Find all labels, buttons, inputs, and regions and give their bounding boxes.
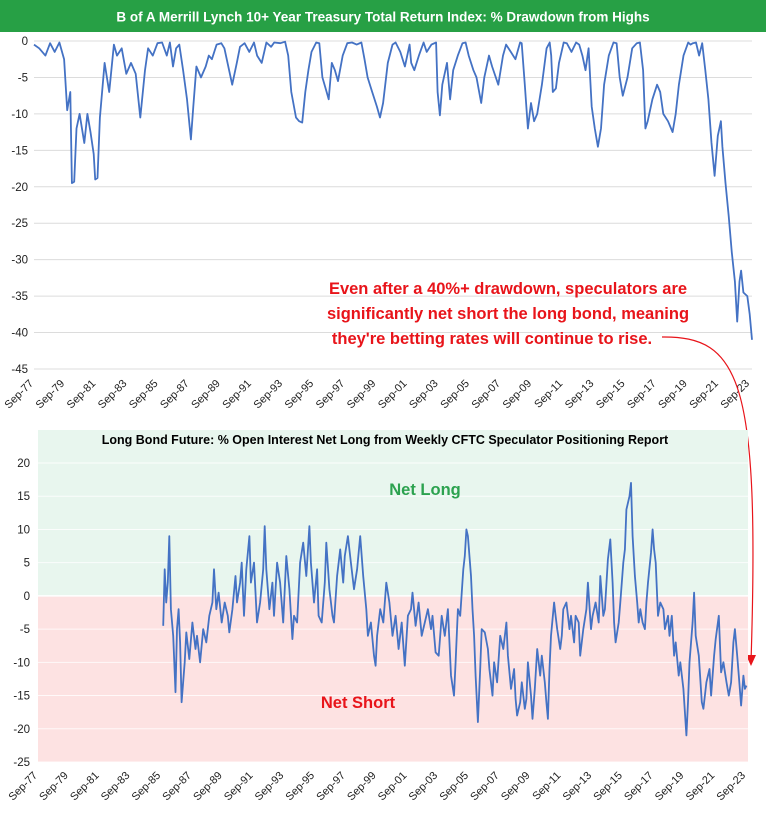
positioning-x-tick-label: Sep-97 (314, 770, 348, 804)
drawdown-x-tick-label: Sep-21 (687, 378, 721, 412)
positioning-x-tick-label: Sep-15 (591, 770, 625, 804)
positioning-x-tick-label: Sep-03 (407, 770, 441, 804)
drawdown-y-tick-label: -45 (11, 364, 28, 376)
positioning-x-tick-label: Sep-81 (68, 770, 102, 804)
positioning-y-tick-label: -20 (13, 724, 30, 736)
drawdown-x-tick-labels: Sep-77Sep-79Sep-81Sep-83Sep-85Sep-87Sep-… (3, 378, 753, 412)
positioning-x-tick-label: Sep-95 (284, 770, 318, 804)
drawdown-gridlines (34, 40, 752, 370)
positioning-y-tick-label: -10 (13, 657, 30, 669)
positioning-x-tick-label: Sep-07 (468, 770, 502, 804)
drawdown-x-tick-label: Sep-13 (563, 378, 597, 412)
annotation-line-2: significantly net short the long bond, m… (327, 305, 689, 323)
drawdown-y-tick-label: -10 (11, 109, 28, 121)
annotation-text: Even after a 40%+ drawdown, speculators … (327, 280, 689, 348)
drawdown-series-line (33, 40, 753, 340)
drawdown-y-tick-label: -5 (18, 72, 28, 84)
drawdown-x-tick-label: Sep-87 (158, 378, 192, 412)
positioning-x-tick-labels: Sep-77Sep-79Sep-81Sep-83Sep-85Sep-87Sep-… (7, 770, 749, 804)
drawdown-x-tick-label: Sep-03 (407, 378, 441, 412)
net-short-label: Net Short (321, 694, 396, 712)
drawdown-x-tick-label: Sep-77 (3, 378, 37, 412)
positioning-x-tick-label: Sep-91 (222, 770, 256, 804)
drawdown-y-tick-label: -15 (11, 145, 28, 157)
positioning-y-tick-labels: 20 15 10 5 0 -5 -10 -15 -20 -25 (13, 458, 30, 769)
positioning-x-tick-label: Sep-85 (130, 770, 164, 804)
drawdown-x-tick-label: Sep-01 (376, 378, 410, 412)
annotation-arrow-head (746, 655, 756, 666)
drawdown-x-tick-label: Sep-81 (65, 378, 99, 412)
drawdown-x-tick-label: Sep-89 (189, 378, 223, 412)
positioning-x-tick-label: Sep-99 (345, 770, 379, 804)
positioning-series-line (162, 482, 748, 737)
positioning-y-tick-label: 10 (17, 524, 30, 536)
positioning-x-tick-label: Sep-19 (653, 770, 687, 804)
positioning-x-tick-label: Sep-79 (37, 770, 71, 804)
positioning-chart-title: Long Bond Future: % Open Interest Net Lo… (102, 433, 669, 447)
drawdown-x-tick-label: Sep-15 (594, 378, 628, 412)
annotation-arrow (661, 336, 754, 663)
drawdown-chart-title: B of A Merrill Lynch 10+ Year Treasury T… (116, 10, 649, 25)
drawdown-y-tick-label: 0 (22, 36, 28, 48)
positioning-y-tick-label: 20 (17, 458, 30, 470)
drawdown-y-tick-label: -30 (11, 255, 28, 267)
drawdown-y-tick-label: -40 (11, 328, 28, 340)
positioning-y-tick-label: 15 (17, 491, 30, 503)
drawdown-x-tick-label: Sep-09 (501, 378, 535, 412)
positioning-y-tick-label: -15 (13, 691, 30, 703)
positioning-x-tick-label: Sep-21 (684, 770, 718, 804)
positioning-x-tick-label: Sep-13 (561, 770, 595, 804)
positioning-x-tick-label: Sep-05 (437, 770, 471, 804)
positioning-x-tick-label: Sep-89 (191, 770, 225, 804)
positioning-x-tick-label: Sep-87 (160, 770, 194, 804)
positioning-x-tick-label: Sep-93 (253, 770, 287, 804)
drawdown-x-tick-label: Sep-17 (625, 378, 659, 412)
positioning-x-tick-label: Sep-83 (99, 770, 133, 804)
positioning-x-tick-label: Sep-17 (622, 770, 656, 804)
positioning-x-tick-label: Sep-23 (714, 770, 748, 804)
positioning-x-tick-label: Sep-77 (7, 770, 41, 804)
positioning-y-tick-label: 0 (24, 591, 30, 603)
positioning-x-tick-label: Sep-01 (376, 770, 410, 804)
drawdown-x-tick-label: Sep-93 (252, 378, 286, 412)
drawdown-y-tick-label: -35 (11, 291, 28, 303)
positioning-y-tick-label: -5 (20, 624, 30, 636)
positioning-y-tick-label: -25 (13, 757, 30, 769)
drawdown-x-tick-label: Sep-05 (438, 378, 472, 412)
drawdown-x-tick-label: Sep-07 (469, 378, 503, 412)
drawdown-y-tick-labels: 0 -5 -10 -15 -20 -25 -30 -35 -40 -45 (11, 36, 28, 376)
drawdown-x-tick-label: Sep-79 (34, 378, 68, 412)
positioning-x-tick-label: Sep-09 (499, 770, 533, 804)
drawdown-x-tick-label: Sep-19 (656, 378, 690, 412)
positioning-x-tick-label: Sep-11 (530, 770, 563, 803)
annotation-line-3: they're betting rates will continue to r… (332, 330, 652, 348)
drawdown-chart: B of A Merrill Lynch 10+ Year Treasury T… (0, 0, 766, 666)
drawdown-y-tick-label: -25 (11, 218, 28, 230)
drawdown-x-tick-label: Sep-95 (283, 378, 317, 412)
drawdown-x-tick-label: Sep-83 (96, 378, 130, 412)
drawdown-x-tick-label: Sep-91 (220, 378, 254, 412)
drawdown-x-tick-label: Sep-85 (127, 378, 161, 412)
net-long-region (38, 430, 748, 596)
positioning-y-tick-label: 5 (24, 558, 30, 570)
drawdown-x-tick-label: Sep-99 (345, 378, 379, 412)
drawdown-x-tick-label: Sep-11 (532, 378, 565, 411)
positioning-chart: Long Bond Future: % Open Interest Net Lo… (7, 430, 749, 804)
net-short-region (38, 595, 748, 762)
drawdown-x-tick-label: Sep-97 (314, 378, 348, 412)
drawdown-y-tick-label: -20 (11, 182, 28, 194)
drawdown-title-background (0, 0, 766, 32)
annotation-line-1: Even after a 40%+ drawdown, speculators … (329, 280, 687, 298)
net-long-label: Net Long (389, 481, 461, 499)
